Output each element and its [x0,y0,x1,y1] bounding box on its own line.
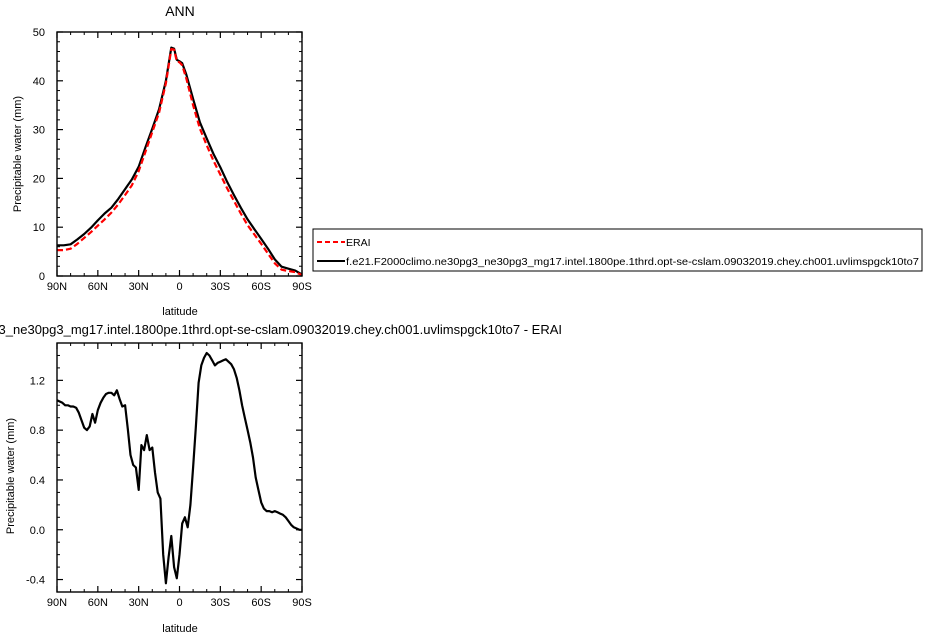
bottom-y-tick-label: 1.2 [30,375,45,387]
top-series-lines [57,46,303,277]
top-x-tick-label: 0 [176,281,182,293]
top-series-line-model [57,46,303,276]
top-panel: ANN Precipitable water (mm) latitude 90N… [12,3,312,318]
top-y-tick-label: 0 [39,271,45,283]
bottom-axis-ticks: 90N 60N 30N 0 30S 60S 90S -0.4 0.0 0.4 0.8 1.2 [26,342,312,609]
legend-box [312,228,923,272]
top-y-axis-label: Precipitable water (mm) [12,96,24,212]
top-y-tick-label: 20 [33,173,45,185]
legend-erai-label: ERAI [346,237,371,249]
top-x-axis-label: latitude [162,306,197,318]
bottom-chart-title: f.e21.F2000climo.ne30pg3_ne30pg3_mg17.in… [0,322,562,337]
top-y-tick-label: 50 [33,27,45,39]
top-x-tick-label: 60S [251,281,271,293]
top-x-tick-label: 90N [47,281,67,293]
bottom-x-tick-label: 60S [251,597,271,609]
bottom-panel: f.e21.F2000climo.ne30pg3_ne30pg3_mg17.in… [0,322,562,635]
top-series-line-erai [57,47,303,277]
bottom-y-tick-label: 0.4 [30,475,45,487]
bottom-y-tick-label: -0.4 [26,575,45,587]
bottom-x-tick-label: 30S [211,597,231,609]
bottom-series-lines [56,351,302,585]
bottom-y-axis-label: Precipitable water (mm) [5,418,17,534]
bottom-x-tick-label: 60N [88,597,108,609]
top-x-tick-label: 60N [88,281,108,293]
bottom-x-tick-label: 30N [129,597,149,609]
bottom-plot-frame [56,342,303,593]
top-x-tick-label: 90S [292,281,312,293]
legend-model-label: f.e21.F2000climo.ne30pg3_ne30pg3_mg17.in… [346,256,919,268]
top-axis-ticks: 90N 60N 30N 0 30S 60S 90S 0 10 20 30 40 50 [33,27,312,293]
top-chart-title: ANN [165,3,195,19]
top-x-tick-label: 30S [211,281,231,293]
bottom-x-tick-label: 0 [176,597,182,609]
bottom-x-tick-label: 90S [292,597,312,609]
top-y-tick-label: 40 [33,76,45,88]
bottom-y-tick-label: 0.0 [30,525,45,537]
legend: ERAI f.e21.F2000climo.ne30pg3_ne30pg3_mg… [312,228,923,272]
top-y-tick-label: 10 [33,222,45,234]
bottom-series-line-difference [56,351,302,585]
top-y-tick-label: 30 [33,125,45,137]
top-plot-frame [56,31,303,277]
bottom-y-tick-label: 0.8 [30,425,45,437]
top-x-tick-label: 30N [129,281,149,293]
bottom-x-axis-label: latitude [162,623,197,635]
bottom-x-tick-label: 90N [47,597,67,609]
